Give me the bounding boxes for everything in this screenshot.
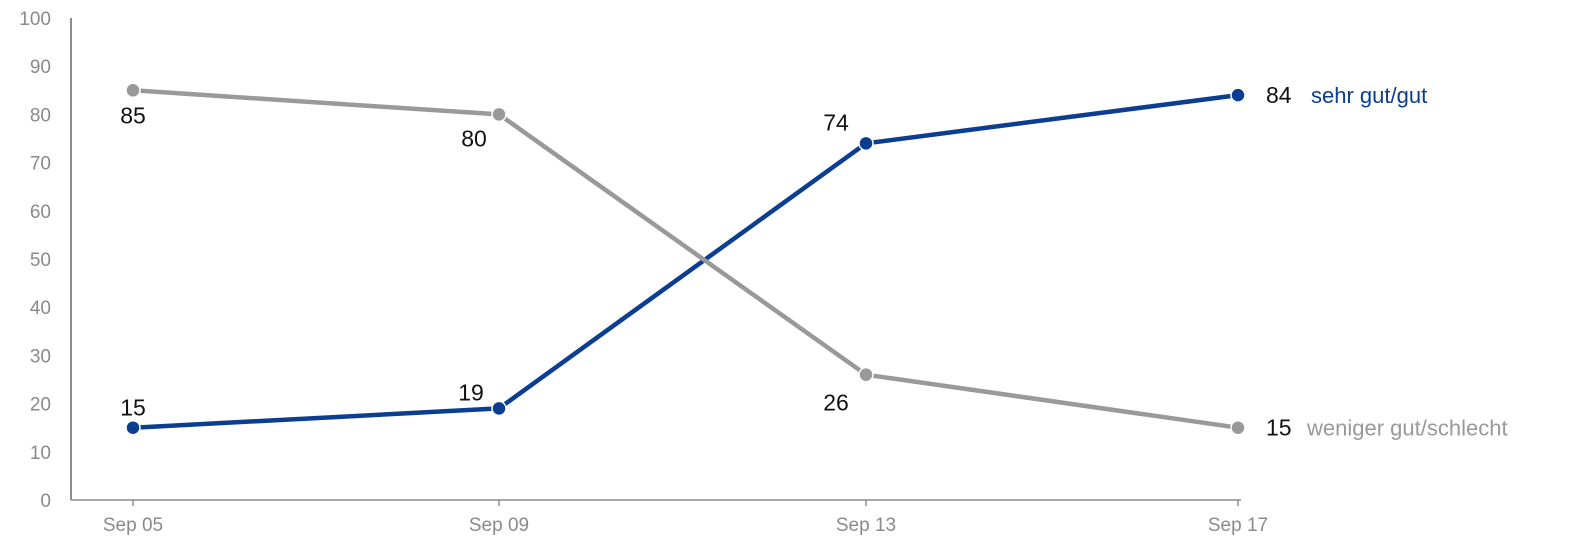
y-tick-label: 70 <box>30 154 51 175</box>
data-point <box>491 106 507 123</box>
data-point <box>858 366 874 383</box>
series-0: 15 19 74 84 sehr gut/gut <box>120 82 1427 436</box>
y-tick-label: 50 <box>30 250 51 271</box>
data-point <box>858 135 874 152</box>
data-label: 26 <box>823 390 849 416</box>
y-tick-label: 0 <box>40 491 51 512</box>
series-line <box>130 92 1241 430</box>
data-label: 85 <box>120 102 146 128</box>
data-label: 19 <box>458 379 484 405</box>
data-label: 74 <box>823 109 849 135</box>
data-label: 80 <box>461 125 487 151</box>
y-tick-label: 40 <box>30 298 51 319</box>
series-layer: 15 19 74 84 sehr gut/gut 85 80 26 15 weniger gut/… <box>120 82 1507 441</box>
data-label: 15 <box>1266 415 1292 441</box>
y-tick-label: 90 <box>30 57 51 78</box>
data-label: 84 <box>1266 82 1292 108</box>
y-tick-label: 20 <box>30 395 51 416</box>
y-tick-label: 10 <box>30 443 51 464</box>
x-tick-label: Sep 13 <box>836 515 896 536</box>
data-point <box>1230 419 1246 436</box>
data-point <box>125 419 141 436</box>
series-line <box>130 88 1241 430</box>
series-name-label: weniger gut/schlecht <box>1306 416 1508 441</box>
y-tick-label: 60 <box>30 202 51 223</box>
y-tick-label: 30 <box>30 346 51 367</box>
y-tick-label: 80 <box>30 105 51 126</box>
data-point <box>125 82 141 99</box>
series-name-label: sehr gut/gut <box>1311 83 1427 108</box>
data-point <box>491 400 507 417</box>
data-label: 15 <box>120 395 146 421</box>
x-tick-label: Sep 09 <box>469 515 529 536</box>
x-tick-label: Sep 05 <box>103 515 163 536</box>
data-point <box>1230 87 1246 103</box>
x-tick-label: Sep 17 <box>1208 515 1268 536</box>
series-1: 85 80 26 15 weniger gut/schlecht <box>120 82 1508 441</box>
x-axis: Sep 05 Sep 09 Sep 13 Sep 17 <box>71 499 1268 536</box>
y-axis: 0 10 20 30 40 50 60 70 80 90 100 <box>19 9 72 512</box>
y-tick-label: 100 <box>19 9 51 30</box>
